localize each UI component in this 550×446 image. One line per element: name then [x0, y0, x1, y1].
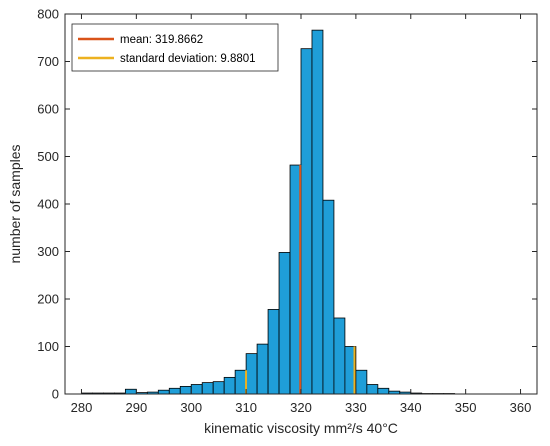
x-tick-label: 290 — [125, 400, 147, 415]
y-tick-label: 300 — [37, 244, 59, 259]
x-tick-label: 300 — [180, 400, 202, 415]
y-tick-label: 600 — [37, 102, 59, 117]
y-tick-label: 100 — [37, 339, 59, 354]
x-tick-label: 330 — [345, 400, 367, 415]
histogram-bar-8 — [168, 387, 181, 395]
histogram-bar-27 — [377, 387, 390, 395]
legend-label-standard-deviation: standard deviation: 9.8801 — [120, 53, 256, 65]
x-tick-label: 310 — [235, 400, 257, 415]
histogram-bar-26 — [366, 384, 379, 395]
legend: mean: 319.8662 standard deviation: 9.880… — [71, 23, 279, 72]
x-tick-label: 340 — [400, 400, 422, 415]
y-axis-title: number of samples — [7, 144, 23, 263]
y-tick-label: 0 — [52, 387, 59, 402]
x-tick-label: 350 — [455, 400, 477, 415]
x-axis-title: kinematic viscosity mm²/s 40°C — [204, 420, 398, 436]
histogram-bar-23 — [333, 317, 346, 395]
histogram-bar-22 — [322, 199, 335, 395]
histogram-bar-15 — [245, 353, 258, 395]
histogram-bar-16 — [256, 343, 269, 395]
x-axis-ticks: 280 290 300 310 320 330 340 350 360 — [71, 14, 532, 415]
y-tick-label: 200 — [37, 292, 59, 307]
histogram-bar-7 — [157, 389, 170, 395]
x-tick-label: 280 — [71, 400, 93, 415]
histogram-bar-18 — [278, 252, 291, 395]
histogram-bar-10 — [190, 384, 203, 395]
histogram-bar-13 — [223, 376, 236, 395]
y-tick-label: 400 — [37, 197, 59, 212]
y-axis-ticks: 0 100 200 300 400 500 600 700 800 — [37, 7, 537, 402]
histogram-bar-11 — [201, 382, 214, 395]
x-tick-label: 360 — [510, 400, 532, 415]
legend-box — [71, 23, 279, 72]
legend-label-mean: mean: 319.8662 — [120, 34, 203, 46]
y-tick-label: 500 — [37, 149, 59, 164]
histogram-bar-21 — [311, 29, 324, 395]
histogram-bar-25 — [355, 369, 368, 395]
histogram-bar-9 — [179, 385, 192, 395]
histogram-bar-12 — [212, 381, 225, 395]
histogram-bar-17 — [267, 309, 280, 395]
y-tick-label: 700 — [37, 54, 59, 69]
histogram-bar-4 — [124, 388, 137, 395]
y-tick-label: 800 — [37, 7, 59, 22]
x-tick-label: 320 — [290, 400, 312, 415]
histogram-bar-20 — [300, 48, 313, 395]
histogram-bar-14 — [234, 369, 247, 395]
